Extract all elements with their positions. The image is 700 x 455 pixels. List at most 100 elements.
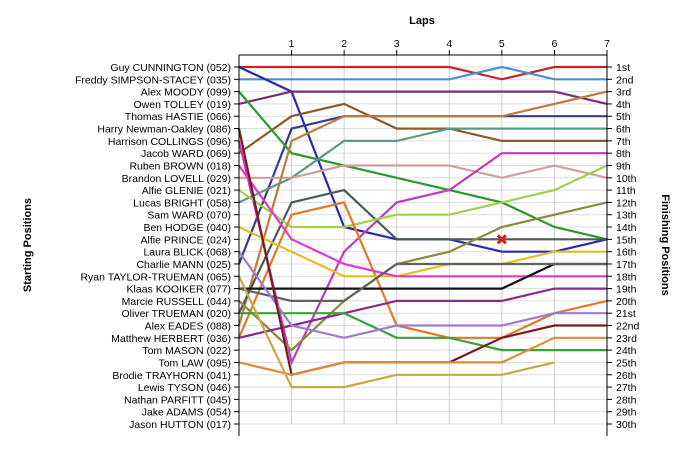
- series-line-1: [239, 65, 607, 81]
- finishing-position-label: 4th: [616, 99, 631, 111]
- series-line-13: [238, 164, 608, 229]
- starting-position-label: Jacob WARD (069): [141, 148, 231, 160]
- finishing-position-label: 6th: [616, 124, 631, 136]
- starting-position-labels: Guy CUNNINGTON (052)Freddy SIMPSON-STACE…: [75, 62, 231, 431]
- finishing-position-label: 17th: [616, 259, 637, 271]
- starting-position-label: Jason HUTTON (017): [129, 419, 231, 431]
- starting-position-label: Oliver TRUEMAN (020): [122, 308, 232, 320]
- lap-tick-label: 5: [499, 38, 505, 50]
- finishing-position-label: 20th: [616, 296, 637, 308]
- series-line-19: [238, 262, 607, 302]
- axes: [234, 50, 612, 436]
- starting-position-label: Lewis TYSON (046): [138, 382, 231, 394]
- starting-position-label: Thomas HASTIE (066): [125, 111, 231, 123]
- starting-position-label: Owen TOLLEY (019): [134, 99, 231, 111]
- series-line-17: [238, 164, 607, 278]
- starting-position-label: Sam WARD (070): [147, 210, 231, 222]
- lap-tick-label: 3: [394, 38, 400, 50]
- finishing-position-labels: 1st2nd3rd4th5th6th7th8th9th10th11th12th1…: [616, 62, 640, 431]
- starting-position-label: Alfie GLENIE (021): [142, 185, 231, 197]
- series-line-8: [238, 127, 607, 204]
- lap-tick-label: 4: [446, 38, 452, 50]
- finishing-position-label: 14th: [616, 222, 637, 234]
- finishing-position-label: 22nd: [616, 321, 640, 333]
- series-layer: [237, 65, 608, 389]
- series-line-9: [239, 164, 608, 179]
- lap-tick-label: 2: [341, 38, 347, 50]
- series-line-20: [238, 287, 607, 339]
- finishing-position-label: 9th: [616, 160, 631, 172]
- finishing-position-label: 2nd: [616, 74, 634, 86]
- starting-position-label: Freddy SIMPSON-STACEY (035): [75, 74, 231, 86]
- starting-position-label: Brandon LOVELL (029): [122, 173, 231, 185]
- y-axis-label-left: Starting Positions: [22, 198, 34, 292]
- finishing-position-label: 27th: [616, 382, 637, 394]
- finishing-position-label: 11th: [616, 185, 636, 197]
- finishing-position-label: 16th: [616, 247, 637, 259]
- finishing-position-label: 3rd: [616, 87, 631, 99]
- chart-title: Laps: [409, 15, 435, 27]
- finishing-position-label: 19th: [616, 284, 637, 296]
- series-line-14: [238, 201, 608, 352]
- series-line-4: [238, 90, 608, 105]
- series-line-21: [239, 312, 607, 352]
- lap-tick-label: 1: [289, 38, 295, 50]
- series-line-24: [238, 336, 607, 376]
- series-line-25: [238, 275, 555, 389]
- lap-tick-label: 6: [552, 38, 558, 50]
- starting-position-label: Marcie RUSSELL (044): [122, 296, 231, 308]
- starting-position-label: Laura BLICK (068): [143, 247, 231, 259]
- y-axis-label-right: Finishing Positions: [659, 194, 671, 295]
- finishing-position-label: 30th: [616, 419, 637, 431]
- finishing-position-label: 7th: [616, 136, 631, 148]
- series-line-6: [238, 102, 607, 155]
- series-line-10: [237, 90, 608, 326]
- starting-position-label: Harrison COLLINGS (096): [108, 136, 231, 148]
- starting-position-label: Lucas BRIGHT (058): [133, 197, 231, 209]
- starting-position-label: Ryan TAYLOR-TRUEMAN (065): [80, 271, 231, 283]
- annotations: [496, 234, 507, 245]
- finishing-position-label: 15th: [616, 234, 637, 246]
- finishing-position-label: 26th: [616, 370, 637, 382]
- series-line-18: [239, 262, 607, 290]
- series-line-11: [237, 140, 607, 366]
- starting-position-label: Ben HODGE (040): [143, 222, 231, 234]
- starting-position-label: Brodie TRAYHORN (041): [112, 370, 231, 382]
- finishing-position-label: 12th: [616, 197, 637, 209]
- starting-position-label: Charlie MANN (025): [136, 259, 231, 271]
- lap-tick-label: 7: [604, 38, 610, 50]
- starting-position-label: Nathan PARFITT (045): [124, 394, 231, 406]
- finishing-position-label: 28th: [616, 394, 637, 406]
- lap-tick-labels: 1 2 3 4 5 6 7: [289, 38, 610, 50]
- finishing-position-label: 8th: [616, 148, 631, 160]
- starting-position-label: Alex MOODY (099): [141, 87, 231, 99]
- starting-position-label: Harry Newman-Oakley (086): [97, 124, 231, 136]
- finishing-position-label: 23rd: [616, 333, 637, 345]
- starting-position-label: Ruben BROWN (018): [129, 160, 231, 172]
- series-line-7: [238, 90, 608, 241]
- series-line-16: [238, 226, 607, 278]
- finishing-position-label: 10th: [616, 173, 637, 185]
- starting-position-label: Guy CUNNINGTON (052): [110, 62, 231, 74]
- finishing-position-label: 24th: [616, 345, 637, 357]
- series-line-12: [238, 188, 607, 314]
- starting-position-label: Alex EADES (088): [145, 321, 231, 333]
- starting-position-label: Tom LAW (095): [158, 357, 231, 369]
- starting-position-label: Jake ADAMS (054): [142, 407, 231, 419]
- finishing-position-label: 13th: [616, 210, 637, 222]
- finishing-position-label: 1st: [616, 62, 630, 74]
- series-line-22: [238, 251, 607, 339]
- starting-position-label: Matthew HERBERT (036): [111, 333, 231, 345]
- series-line-2: [239, 65, 607, 81]
- starting-position-label: Alfie PRINCE (024): [141, 234, 231, 246]
- series-line-3: [238, 66, 608, 253]
- finishing-position-label: 18th: [616, 271, 637, 283]
- finishing-position-label: 5th: [616, 111, 631, 123]
- retired-marker: [496, 234, 507, 245]
- starting-position-label: Tom MASON (022): [142, 345, 231, 357]
- finishing-position-label: 25th: [616, 357, 637, 369]
- finishing-position-label: 29th: [616, 407, 637, 419]
- series-line-15: [237, 201, 608, 339]
